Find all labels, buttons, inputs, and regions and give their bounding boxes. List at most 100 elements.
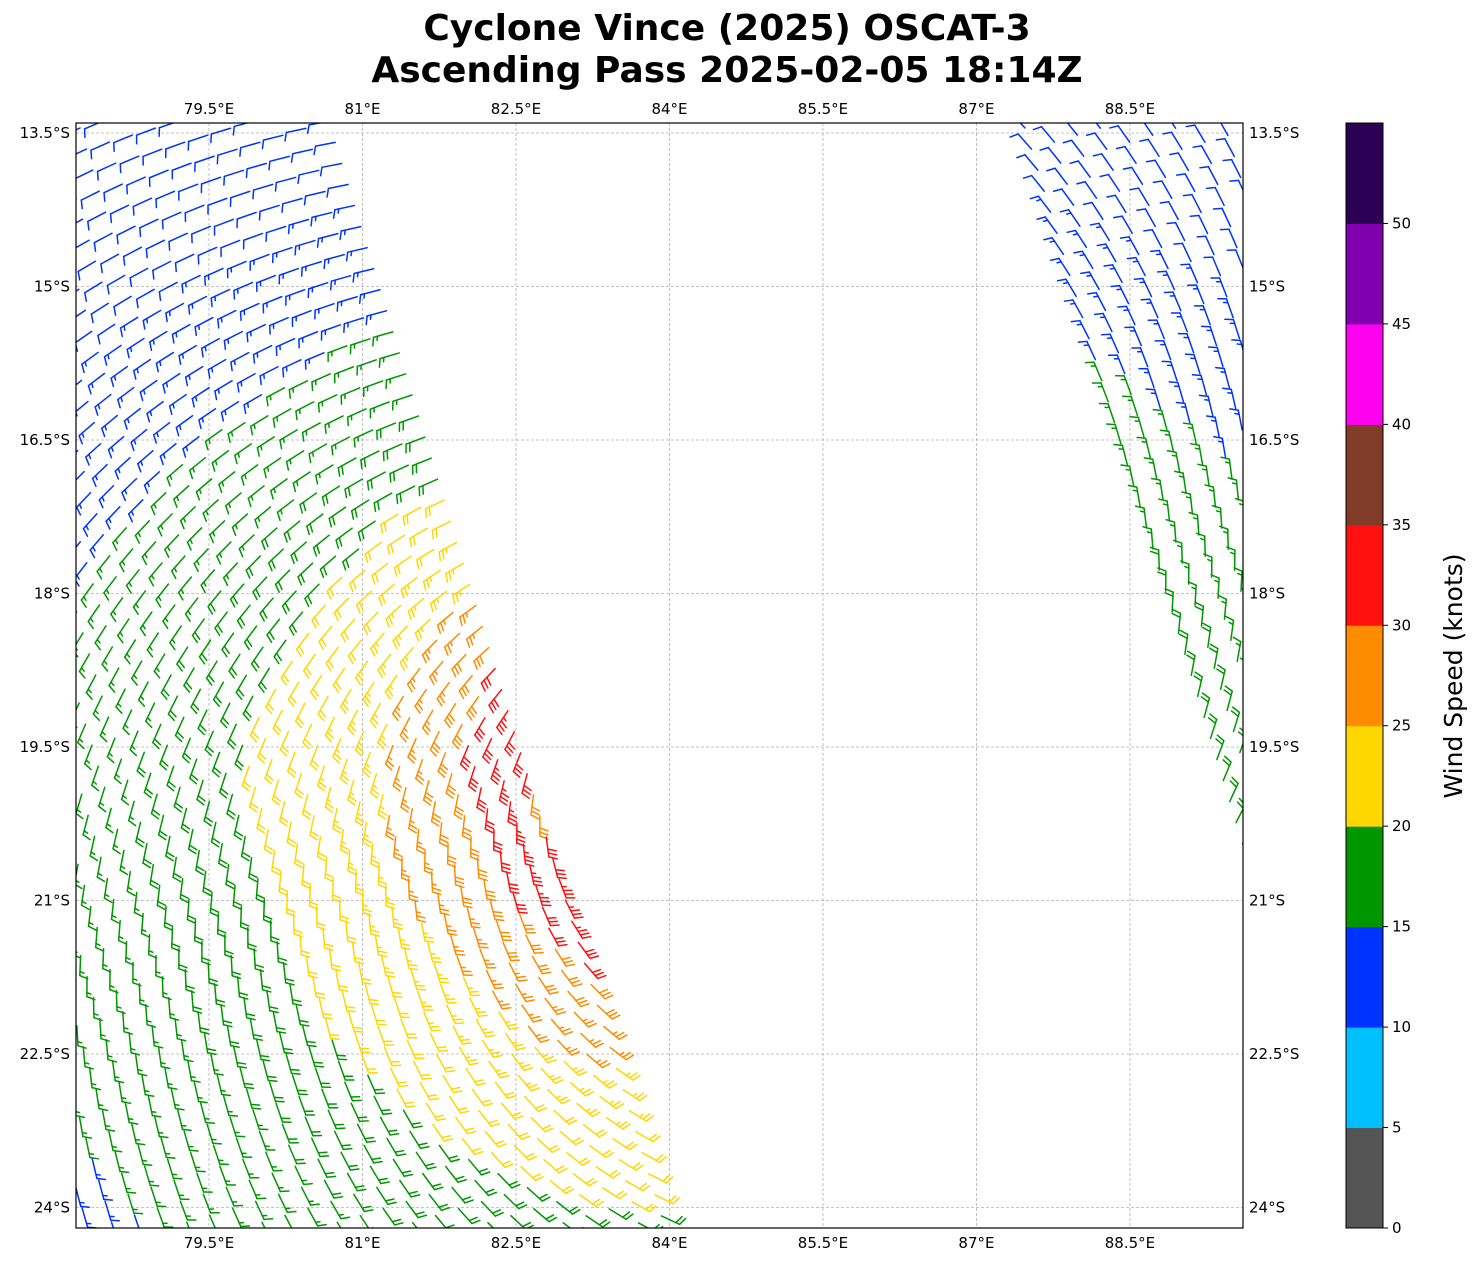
barb-shaft xyxy=(629,1111,646,1121)
barb-feather xyxy=(470,1063,478,1064)
barb-shaft xyxy=(93,465,107,479)
barb-shaft xyxy=(163,212,181,220)
wind-barb xyxy=(226,493,241,514)
barb-shaft xyxy=(195,156,214,162)
wind-barb xyxy=(280,802,288,826)
barb-shaft xyxy=(236,675,246,692)
barb-feather xyxy=(640,1183,647,1188)
wind-barb xyxy=(345,479,362,498)
barb-shaft xyxy=(386,746,394,765)
wind-barb xyxy=(308,283,327,298)
barb-feather xyxy=(433,892,441,895)
wind-barb xyxy=(127,570,139,593)
barb-feather xyxy=(388,689,393,696)
wind-barb xyxy=(1144,230,1162,248)
barb-half-feather xyxy=(122,1098,126,1099)
barb-shaft xyxy=(439,1145,451,1161)
barb-feather xyxy=(222,650,227,657)
barb-half-feather xyxy=(459,591,460,595)
barb-feather xyxy=(234,835,241,840)
wind-barb xyxy=(539,977,558,994)
barb-half-feather xyxy=(580,1089,584,1091)
barb-shaft xyxy=(1095,133,1107,149)
barb-half-feather xyxy=(373,785,376,788)
barb-half-feather xyxy=(336,750,339,753)
barb-shaft xyxy=(522,1005,533,1022)
barb-feather xyxy=(392,993,401,994)
wind-barb xyxy=(338,1061,353,1080)
barb-feather xyxy=(556,1238,563,1242)
barb-shaft xyxy=(561,1132,576,1145)
barb-feather xyxy=(122,799,129,804)
wind-barb xyxy=(363,753,371,777)
wind-barb xyxy=(260,205,280,219)
barb-feather xyxy=(342,775,349,781)
barb-half-feather xyxy=(338,209,339,213)
barb-feather xyxy=(216,1000,224,1002)
barb-shaft xyxy=(374,1096,383,1114)
wind-barb xyxy=(109,1131,122,1152)
barb-shaft xyxy=(1188,104,1199,121)
barb-feather xyxy=(493,1210,501,1213)
barb-half-feather xyxy=(529,1014,533,1015)
barb-feather xyxy=(432,674,436,681)
barb-feather xyxy=(327,591,330,599)
wind-barb xyxy=(222,633,233,656)
barb-feather xyxy=(294,1232,302,1233)
barb-feather xyxy=(348,871,356,875)
barb-shaft xyxy=(267,388,285,397)
barb-half-feather xyxy=(559,1027,563,1028)
wind-barb xyxy=(546,837,557,859)
barb-feather xyxy=(421,1075,429,1076)
barb-shaft xyxy=(504,1195,518,1209)
wind-barb xyxy=(544,1160,567,1173)
barb-feather xyxy=(1064,300,1072,301)
wind-barb xyxy=(491,760,500,784)
barb-half-feather xyxy=(157,432,158,436)
barb-feather xyxy=(252,1108,261,1109)
barb-shaft xyxy=(1174,522,1175,542)
barb-feather xyxy=(278,962,286,965)
wind-barb xyxy=(523,844,533,866)
barb-feather xyxy=(451,1159,459,1161)
barb-half-feather xyxy=(506,1022,510,1023)
wind-barb xyxy=(136,1054,147,1076)
barb-half-feather xyxy=(1229,622,1233,624)
barb-feather xyxy=(586,1179,593,1184)
barb-feather xyxy=(97,877,104,881)
barb-shaft xyxy=(438,893,441,913)
wind-barb xyxy=(517,823,525,846)
barb-feather xyxy=(350,583,353,591)
wind-barb xyxy=(163,374,180,393)
barb-shaft xyxy=(1160,480,1163,500)
barb-half-feather xyxy=(335,444,336,448)
barb-shaft xyxy=(1073,300,1083,318)
wind-barb xyxy=(143,310,160,329)
barb-feather xyxy=(472,1149,480,1152)
barb-feather xyxy=(538,1108,546,1111)
wind-barb xyxy=(351,1103,368,1121)
barb-shaft xyxy=(276,1103,283,1122)
barb-half-feather xyxy=(95,711,98,714)
barb-feather xyxy=(292,1000,300,1002)
barb-feather xyxy=(223,718,229,724)
barb-half-feather xyxy=(229,503,230,507)
wind-barb xyxy=(140,219,158,236)
barb-feather xyxy=(532,877,540,878)
barb-shaft xyxy=(176,717,184,735)
barb-half-feather xyxy=(70,788,73,791)
barb-feather xyxy=(602,992,610,995)
barb-shaft xyxy=(331,1201,341,1218)
barb-feather xyxy=(85,764,91,770)
barb-feather xyxy=(202,348,203,356)
wind-barb xyxy=(1194,672,1202,696)
barb-shaft xyxy=(164,1229,171,1248)
wind-barb xyxy=(578,942,598,958)
barb-feather xyxy=(562,958,570,960)
wind-barb xyxy=(132,1124,145,1145)
barb-shaft xyxy=(1162,410,1167,429)
barb-half-feather xyxy=(1142,442,1146,443)
barb-feather xyxy=(168,1088,176,1090)
wind-barb xyxy=(457,956,472,975)
barb-feather xyxy=(458,1108,466,1110)
